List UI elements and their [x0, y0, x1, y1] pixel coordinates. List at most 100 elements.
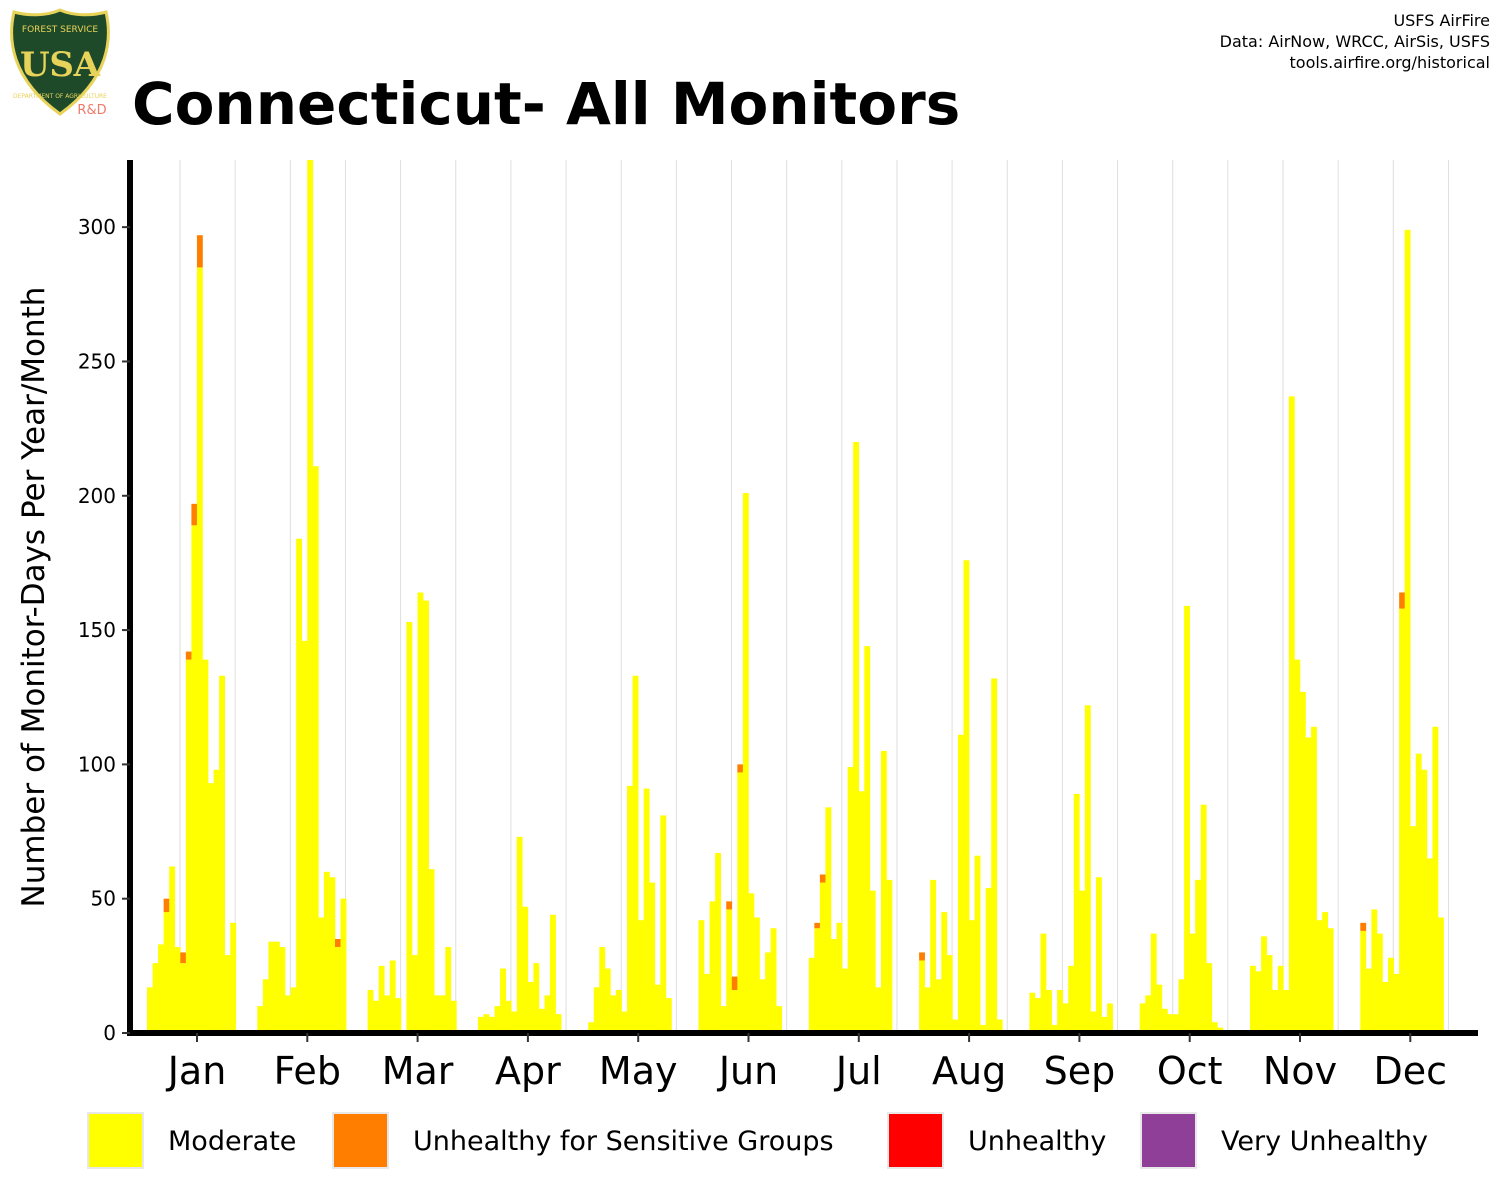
bar-moderate: [969, 920, 975, 1033]
x-tick-label: Aug: [932, 1049, 1006, 1093]
bar-moderate: [544, 995, 551, 1033]
bar-moderate: [808, 957, 815, 1033]
bar-moderate: [158, 944, 164, 1033]
bar-moderate: [742, 493, 749, 1034]
bar-moderate: [1195, 879, 1202, 1033]
bar-moderate: [1167, 1014, 1174, 1033]
bar-moderate: [1426, 858, 1433, 1033]
bar-moderate: [185, 659, 192, 1033]
x-tick-label: Jan: [166, 1049, 227, 1093]
bar-moderate: [754, 917, 760, 1033]
bar-moderate: [1327, 928, 1334, 1033]
bar-usg: [163, 898, 170, 913]
logo-letters: USA: [20, 45, 101, 85]
bar-moderate: [632, 675, 639, 1033]
bar-moderate: [770, 928, 777, 1033]
bar-moderate: [952, 1019, 959, 1033]
bar-moderate: [423, 600, 429, 1033]
bar-usg: [726, 901, 733, 910]
bar-moderate: [980, 1024, 986, 1033]
bar-moderate: [1184, 605, 1190, 1033]
bar-moderate: [538, 1008, 545, 1033]
bar-moderate: [1410, 826, 1417, 1033]
x-tick-label: Sep: [1044, 1049, 1116, 1093]
bar-moderate: [522, 906, 529, 1033]
bar-moderate: [1178, 979, 1185, 1033]
bar-moderate: [384, 995, 391, 1033]
bar-moderate: [776, 1006, 783, 1033]
bar-moderate: [853, 442, 860, 1033]
bar-usg: [196, 235, 203, 268]
legend-swatch-very_unhealthy: [1140, 1112, 1197, 1169]
credits-block: USFS AirFire Data: AirNow, WRCC, AirSis,…: [1220, 10, 1490, 73]
legend-label: Moderate: [168, 1126, 296, 1157]
bar-moderate: [731, 990, 738, 1033]
bar-moderate: [930, 879, 937, 1033]
chart-title: Connecticut- All Monitors: [132, 70, 961, 138]
bar-moderate: [1266, 955, 1273, 1033]
bar-moderate: [1316, 920, 1323, 1033]
legend-swatch-unhealthy: [887, 1112, 944, 1169]
bar-moderate: [941, 912, 948, 1033]
bar-moderate: [262, 979, 269, 1033]
bar-moderate: [1365, 968, 1372, 1033]
x-tick-label: Jun: [717, 1049, 778, 1093]
bar-moderate: [946, 955, 953, 1033]
bar-moderate: [836, 922, 843, 1033]
bar-moderate: [434, 995, 441, 1033]
bar-moderate: [323, 871, 330, 1033]
bar-moderate: [412, 955, 418, 1033]
bar-moderate: [230, 922, 237, 1033]
bar-moderate: [450, 1000, 457, 1033]
bar-moderate: [1145, 995, 1152, 1033]
bar-usg: [307, 133, 313, 146]
bar-moderate: [1046, 990, 1052, 1033]
bar-moderate: [825, 807, 832, 1033]
bar-usg: [819, 874, 826, 883]
bar-moderate: [285, 995, 291, 1033]
bar-moderate: [726, 909, 733, 1033]
bar-moderate: [627, 785, 633, 1033]
bar-moderate: [208, 783, 214, 1033]
bar-moderate: [715, 853, 721, 1033]
bar-moderate: [1272, 990, 1279, 1033]
x-tick-label: Mar: [382, 1049, 454, 1093]
bar-moderate: [169, 866, 176, 1033]
bar-moderate: [1288, 396, 1295, 1033]
bar-moderate: [477, 1016, 484, 1033]
bar-usg: [335, 938, 341, 948]
bar-moderate: [924, 987, 931, 1033]
bar-moderate: [615, 990, 622, 1033]
bar-moderate: [318, 917, 325, 1033]
bar-moderate: [831, 938, 837, 1033]
bar-usg: [737, 764, 744, 773]
bar-moderate: [550, 914, 556, 1033]
bar-moderate: [759, 979, 766, 1033]
forest-service-shield-logo: FOREST SERVICE USA DEPARTMENT OF AGRICUL…: [10, 8, 110, 118]
bar-usg: [191, 503, 198, 526]
bar-usg: [180, 952, 187, 964]
bar-moderate: [202, 659, 209, 1033]
bar-moderate: [180, 963, 187, 1033]
bar-moderate: [307, 160, 314, 1033]
bar-moderate: [875, 987, 882, 1033]
bar-moderate: [709, 901, 716, 1033]
bar-moderate: [555, 1014, 562, 1033]
bar-moderate: [533, 963, 540, 1033]
bar-moderate: [378, 965, 385, 1033]
bar-moderate: [847, 767, 854, 1033]
bar-moderate: [213, 769, 220, 1033]
bar-moderate: [527, 981, 534, 1033]
legend-swatch-moderate: [87, 1112, 144, 1169]
bar-moderate: [1051, 1024, 1058, 1033]
y-tick-label: 0: [103, 1021, 116, 1045]
bar-moderate: [869, 890, 876, 1033]
bar-moderate: [489, 1016, 495, 1033]
bar-moderate: [963, 560, 970, 1033]
x-tick-label: Apr: [495, 1049, 561, 1093]
x-tick-label: Feb: [274, 1049, 341, 1093]
x-tick-label: May: [599, 1049, 678, 1093]
credit-line: tools.airfire.org/historical: [1289, 53, 1490, 72]
bar-moderate: [1079, 890, 1086, 1033]
